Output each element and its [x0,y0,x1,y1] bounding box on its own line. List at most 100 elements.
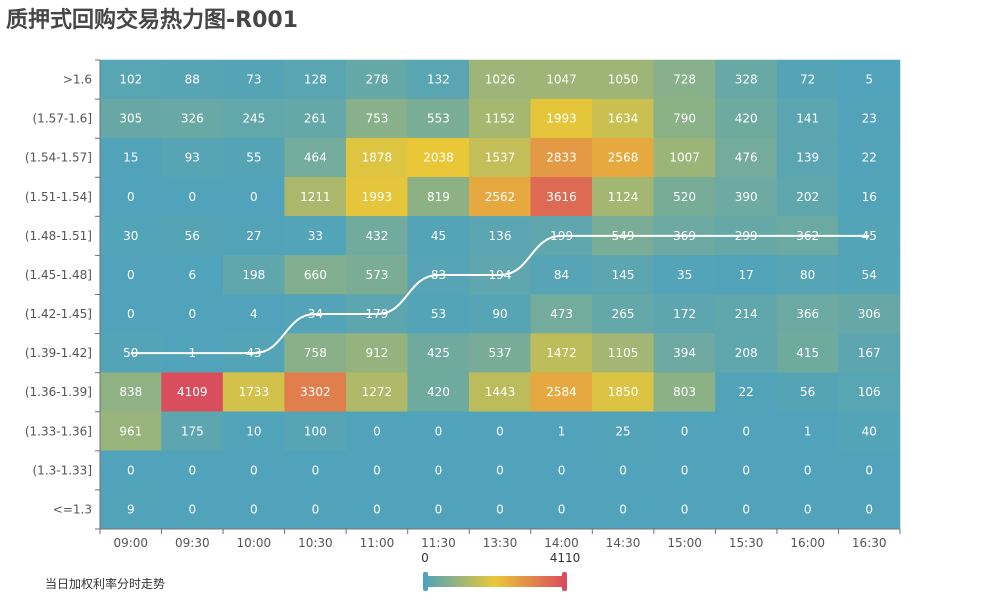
heatmap-cell [715,372,778,412]
heatmap-cell [653,177,716,217]
cell-value-label: 420 [735,112,758,126]
heatmap-cell [161,59,224,100]
cell-value-label: 299 [735,229,758,243]
chart-title: 质押式回购交易热力图-R001 [6,8,298,33]
heatmap-cell [653,98,716,139]
heatmap-cell [468,294,532,334]
cell-value-label: 432 [365,229,388,243]
cell-value-label: 245 [242,112,265,126]
cell-labels: 102 88 73 128 278 132 1026 1047 1050 728 328 72 5305… [119,73,880,517]
cell-value-label: 80 [800,268,815,282]
heatmap-cell [222,137,285,178]
cell-value-label: 1007 [669,151,700,165]
heatmap-cell [99,489,162,530]
cell-value-label: 5 [865,73,873,87]
cell-value-label: 305 [119,112,142,126]
cell-value-label: 420 [427,385,450,399]
cell-value-label: 261 [304,112,327,126]
cell-value-label: 0 [435,424,443,438]
heatmap-cell [530,255,593,295]
cell-value-label: 819 [427,190,450,204]
heatmap-cell [284,216,347,256]
heatmap-cell [468,333,532,373]
cell-value-label: 0 [250,190,258,204]
cell-value-label: 1272 [362,385,393,399]
cell-value-label: 55 [246,151,261,165]
heatmap-cell [592,372,655,412]
heatmap-cell [592,333,655,373]
heatmap-cell [468,177,532,217]
cell-value-label: 728 [673,73,696,87]
cell-value-label: 22 [862,151,877,165]
heatmap-cell [407,98,470,139]
heatmap-cell [776,450,839,491]
cell-value-label: 278 [365,73,388,87]
cell-value-label: 4 [250,307,258,321]
cell-value-label: 45 [431,229,446,243]
cell-value-label: 0 [312,463,320,477]
heatmap-cell [530,333,593,373]
cell-value-label: 0 [127,463,135,477]
heatmap-cell [99,216,162,256]
cell-value-label: 1152 [485,112,516,126]
heatmap-cell [284,489,347,530]
visual-map-max-handle [562,572,567,591]
cell-value-label: 520 [673,190,696,204]
heatmap-cell [653,59,716,100]
heatmap-cell [345,98,408,139]
heatmap-cell [776,59,839,100]
x-tick-label: 13:30 [483,536,518,550]
cell-value-label: 10 [246,424,261,438]
heatmap-cell [592,177,655,217]
visual-map-bar [425,576,565,587]
legend[interactable]: 当日加权利率分时走势 [45,576,165,591]
heatmap-cell [222,216,285,256]
cell-value-label: 1993 [362,190,393,204]
cell-value-label: 0 [619,463,627,477]
heatmap-cell [838,177,901,217]
x-tick-label: 14:30 [606,536,641,550]
cell-value-label: 30 [123,229,138,243]
cell-value-label: 53 [431,307,446,321]
cell-value-label: 136 [489,229,512,243]
heatmap-cell [284,59,347,100]
heatmap-cell [838,294,901,334]
cell-value-label: 1 [804,424,812,438]
heatmap-cell [838,372,901,412]
cell-value-label: 43 [246,346,261,360]
cell-value-label: 0 [496,463,504,477]
heatmap-cell [407,411,470,452]
cell-value-label: 132 [427,73,450,87]
heatmap-cell [653,372,716,412]
cell-value-label: 1537 [485,151,516,165]
heatmap-cell [222,489,285,530]
y-tick-label: (1.39-1.42] [25,346,92,360]
heatmap-cell [222,450,285,491]
cell-value-label: 139 [796,151,819,165]
cell-value-label: 199 [550,229,573,243]
cell-value-label: 27 [246,229,261,243]
y-tick-label: (1.3-1.33] [33,463,93,477]
y-tick-label: (1.57-1.6] [33,112,93,126]
cell-value-label: 15 [123,151,138,165]
heatmap-cell [653,411,716,452]
cell-value-label: 753 [365,112,388,126]
cell-value-label: 1026 [485,73,516,87]
heatmap-cell [468,98,532,139]
heatmap-cell [715,98,778,139]
visual-map[interactable]: 0 4110 [421,551,580,591]
heatmap-cell [407,177,470,217]
heatmap-cell [530,177,593,217]
cell-value-label: 0 [188,307,196,321]
heatmap-cell [838,333,901,373]
cell-value-label: 3302 [300,385,331,399]
cell-value-label: 106 [858,385,881,399]
cell-value-label: 1634 [608,112,639,126]
heatmap-cell [592,59,655,100]
y-tick-label: <=1.3 [53,502,92,516]
heatmap-cell [222,255,285,295]
heatmap-cell [284,137,347,178]
cell-value-label: 22 [739,385,754,399]
heatmap-cell [99,411,162,452]
